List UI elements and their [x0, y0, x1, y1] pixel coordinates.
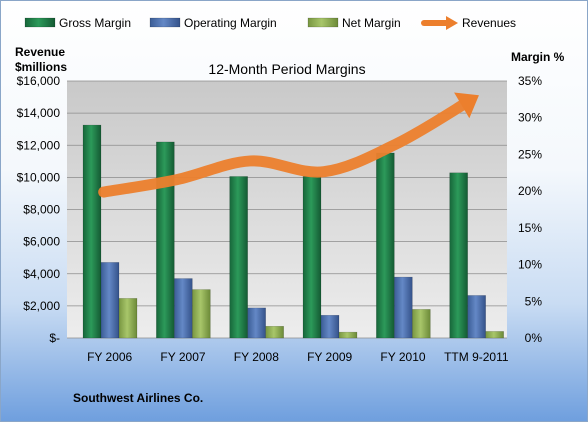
net-margin-bar: [265, 326, 284, 339]
left-tick-label: $-: [49, 331, 60, 345]
revenues-line: [98, 94, 476, 198]
category-label: TTM 9-2011: [444, 350, 509, 364]
operating-margin-bar: [100, 262, 120, 339]
right-tick-label: 30%: [518, 111, 542, 125]
net-margin-legend-label: Net Margin: [342, 16, 401, 30]
right-axis-ticks: 0% 5% 10% 15% 20% 25% 30% 35%: [518, 74, 542, 345]
legend: Gross Margin Operating Margin Net Margin Re…: [24, 16, 516, 30]
operating-margin-bar: [320, 314, 340, 339]
category-label: FY 2009: [307, 350, 352, 364]
gross-margin-bar: [302, 176, 322, 339]
right-tick-label: 15%: [518, 221, 542, 235]
chart-title: 12-Month Period Margins: [208, 61, 365, 77]
left-tick-label: $12,000: [17, 138, 61, 152]
left-tick-label: $4,000: [23, 267, 60, 281]
gross-margin-bar: [156, 141, 175, 339]
right-tick-label: 5%: [525, 294, 543, 308]
right-tick-label: 0%: [525, 331, 543, 345]
right-tick-label: 20%: [518, 184, 542, 198]
left-axis-ticks: $- $2,000 $4,000 $6,000 $8,000 $10,000 $12,000…: [17, 74, 61, 345]
left-tick-label: $2,000: [23, 299, 60, 313]
left-tick-label: $10,000: [17, 170, 61, 184]
operating-margin-bar: [247, 307, 266, 339]
gross-margin-legend-label: Gross Margin: [59, 16, 131, 30]
left-tick-label: $8,000: [23, 203, 60, 217]
revenues-legend-label: Revenues: [462, 16, 516, 30]
gross-margin-bar: [82, 124, 102, 339]
revenues-arrow-head: [454, 92, 479, 119]
net-margin-bar: [118, 298, 138, 339]
category-label: FY 2006: [87, 350, 132, 364]
category-labels: FY 2006 FY 2007 FY 2008 FY 2009 FY 2010 TTM 9…: [87, 350, 509, 364]
operating-margin-bar: [174, 278, 193, 339]
legend-arrow-head: [446, 16, 458, 30]
category-label: FY 2007: [160, 350, 205, 364]
net-margin-legend-swatch: [307, 17, 339, 28]
category-label: FY 2008: [234, 350, 279, 364]
gridlines: [67, 80, 507, 339]
revenue-line: [98, 92, 479, 198]
operating-margin-bar: [394, 276, 413, 339]
gross-margin-bar: [229, 176, 248, 339]
right-tick-label: 25%: [518, 147, 542, 161]
category-label: FY 2010: [380, 350, 425, 364]
company-name: Southwest Airlines Co.: [73, 391, 203, 405]
net-margin-bar: [412, 309, 431, 339]
left-axis-title-line2: $millions: [15, 60, 67, 74]
right-tick-label: 10%: [518, 258, 542, 272]
net-margin-bar: [192, 289, 211, 339]
net-margin-bar: [485, 331, 504, 339]
left-tick-label: $16,000: [17, 74, 61, 88]
left-tick-label: $14,000: [17, 106, 61, 120]
bars: [82, 124, 504, 339]
operating-margin-legend-label: Operating Margin: [184, 16, 277, 30]
right-tick-label: 35%: [518, 74, 542, 88]
left-tick-label: $6,000: [23, 235, 60, 249]
left-axis-title-line1: Revenue: [15, 45, 65, 59]
gross-margin-legend-swatch: [24, 17, 56, 28]
gross-margin-bar: [376, 152, 395, 339]
net-margin-bar: [338, 331, 358, 339]
operating-margin-bar: [467, 295, 486, 339]
operating-margin-legend-swatch: [149, 17, 181, 28]
gross-margin-bar: [449, 172, 468, 339]
right-axis-title: Margin %: [511, 50, 565, 64]
